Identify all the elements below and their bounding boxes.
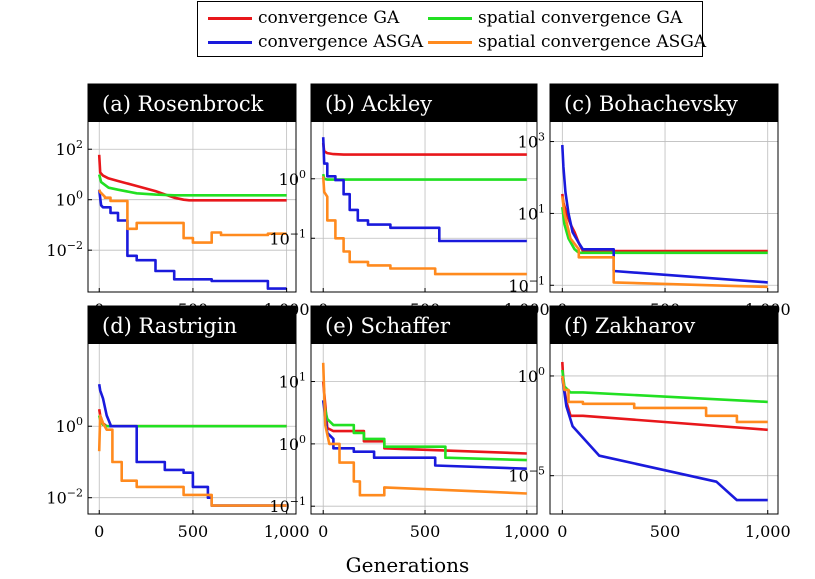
chart-title: (d) Rastrigin — [102, 314, 237, 338]
series-line — [97, 414, 287, 507]
series-line — [97, 154, 287, 202]
series-line — [321, 137, 527, 243]
x-tick-label: 0 — [318, 522, 328, 541]
series-line — [321, 362, 527, 497]
series-line — [97, 189, 287, 290]
y-tick-label: 10−1 — [269, 495, 306, 516]
chart-title: (f) Zakharov — [564, 314, 695, 338]
y-tick-label: 10−1 — [269, 227, 306, 248]
chart-title: (a) Rosenbrock — [102, 92, 264, 116]
title-header — [88, 84, 296, 122]
x-tick-label: 0 — [557, 522, 567, 541]
legend: convergence GA spatial convergence GA co… — [197, 1, 706, 57]
x-tick-label: 1,000 — [264, 522, 310, 541]
x-tick-label: 1,000 — [745, 522, 791, 541]
y-tick-label: 103 — [518, 131, 545, 152]
x-tick-label: 500 — [410, 522, 441, 541]
series-line — [97, 189, 287, 244]
y-tick-label: 100 — [56, 415, 83, 436]
series-line — [97, 174, 287, 197]
x-tick-label: 500 — [650, 522, 681, 541]
series-line — [561, 375, 768, 424]
chart-panel: (d) Rastrigin 0 500 1,000 10−2 100 — [46, 305, 310, 541]
title-header — [550, 306, 778, 344]
y-tick-label: 101 — [279, 371, 306, 392]
chart-title: (c) Bohachevsky — [564, 92, 738, 116]
chart-panel: (f) Zakharov 0 500 1,000 10−5 100 — [508, 305, 791, 541]
title-header — [311, 306, 537, 344]
legend-swatch — [428, 40, 472, 44]
y-tick-label: 100 — [279, 433, 306, 454]
legend-label: spatial convergence ASGA — [478, 32, 707, 52]
series-line — [97, 383, 287, 507]
x-tick-label: 500 — [178, 522, 209, 541]
y-tick-label: 100 — [518, 365, 545, 386]
x-tick-label: 0 — [94, 522, 104, 541]
series-line — [561, 206, 768, 255]
legend-swatch — [428, 16, 472, 20]
y-tick-label: 10−1 — [508, 274, 545, 295]
legend-swatch — [208, 40, 252, 44]
legend-entry-spatial-convergence-ga: spatial convergence GA — [428, 7, 682, 29]
title-header — [311, 84, 537, 122]
chart-panel: (e) Schaffer 0 500 1,000 10−1 100 101 — [269, 305, 550, 541]
series-line — [561, 377, 768, 502]
series-line — [321, 400, 527, 470]
y-tick-label: 102 — [56, 138, 83, 159]
legend-label: convergence ASGA — [258, 32, 424, 52]
y-tick-label: 101 — [518, 202, 545, 223]
y-tick-label: 100 — [279, 168, 306, 189]
y-tick-label: 10−5 — [508, 465, 545, 486]
legend-label: convergence GA — [258, 8, 400, 28]
y-tick-label: 10−2 — [46, 487, 83, 508]
y-tick-label: 100 — [56, 189, 83, 210]
legend-label: spatial convergence GA — [478, 8, 683, 28]
series-line — [321, 176, 527, 276]
title-header — [550, 84, 778, 122]
legend-swatch — [208, 16, 252, 20]
legend-entry-spatial-convergence-asga: spatial convergence ASGA — [428, 31, 706, 53]
title-header — [88, 306, 296, 344]
series-line — [561, 196, 768, 289]
x-tick-label: 1,000 — [504, 522, 550, 541]
series-line — [321, 400, 527, 462]
chart-title: (b) Ackley — [325, 92, 432, 116]
x-axis-label: Generations — [345, 553, 470, 577]
y-tick-label: 10−2 — [46, 239, 83, 260]
chart-title: (e) Schaffer — [325, 314, 451, 338]
legend-entry-convergence-asga: convergence ASGA — [208, 31, 423, 53]
legend-entry-convergence-ga: convergence GA — [208, 7, 399, 29]
